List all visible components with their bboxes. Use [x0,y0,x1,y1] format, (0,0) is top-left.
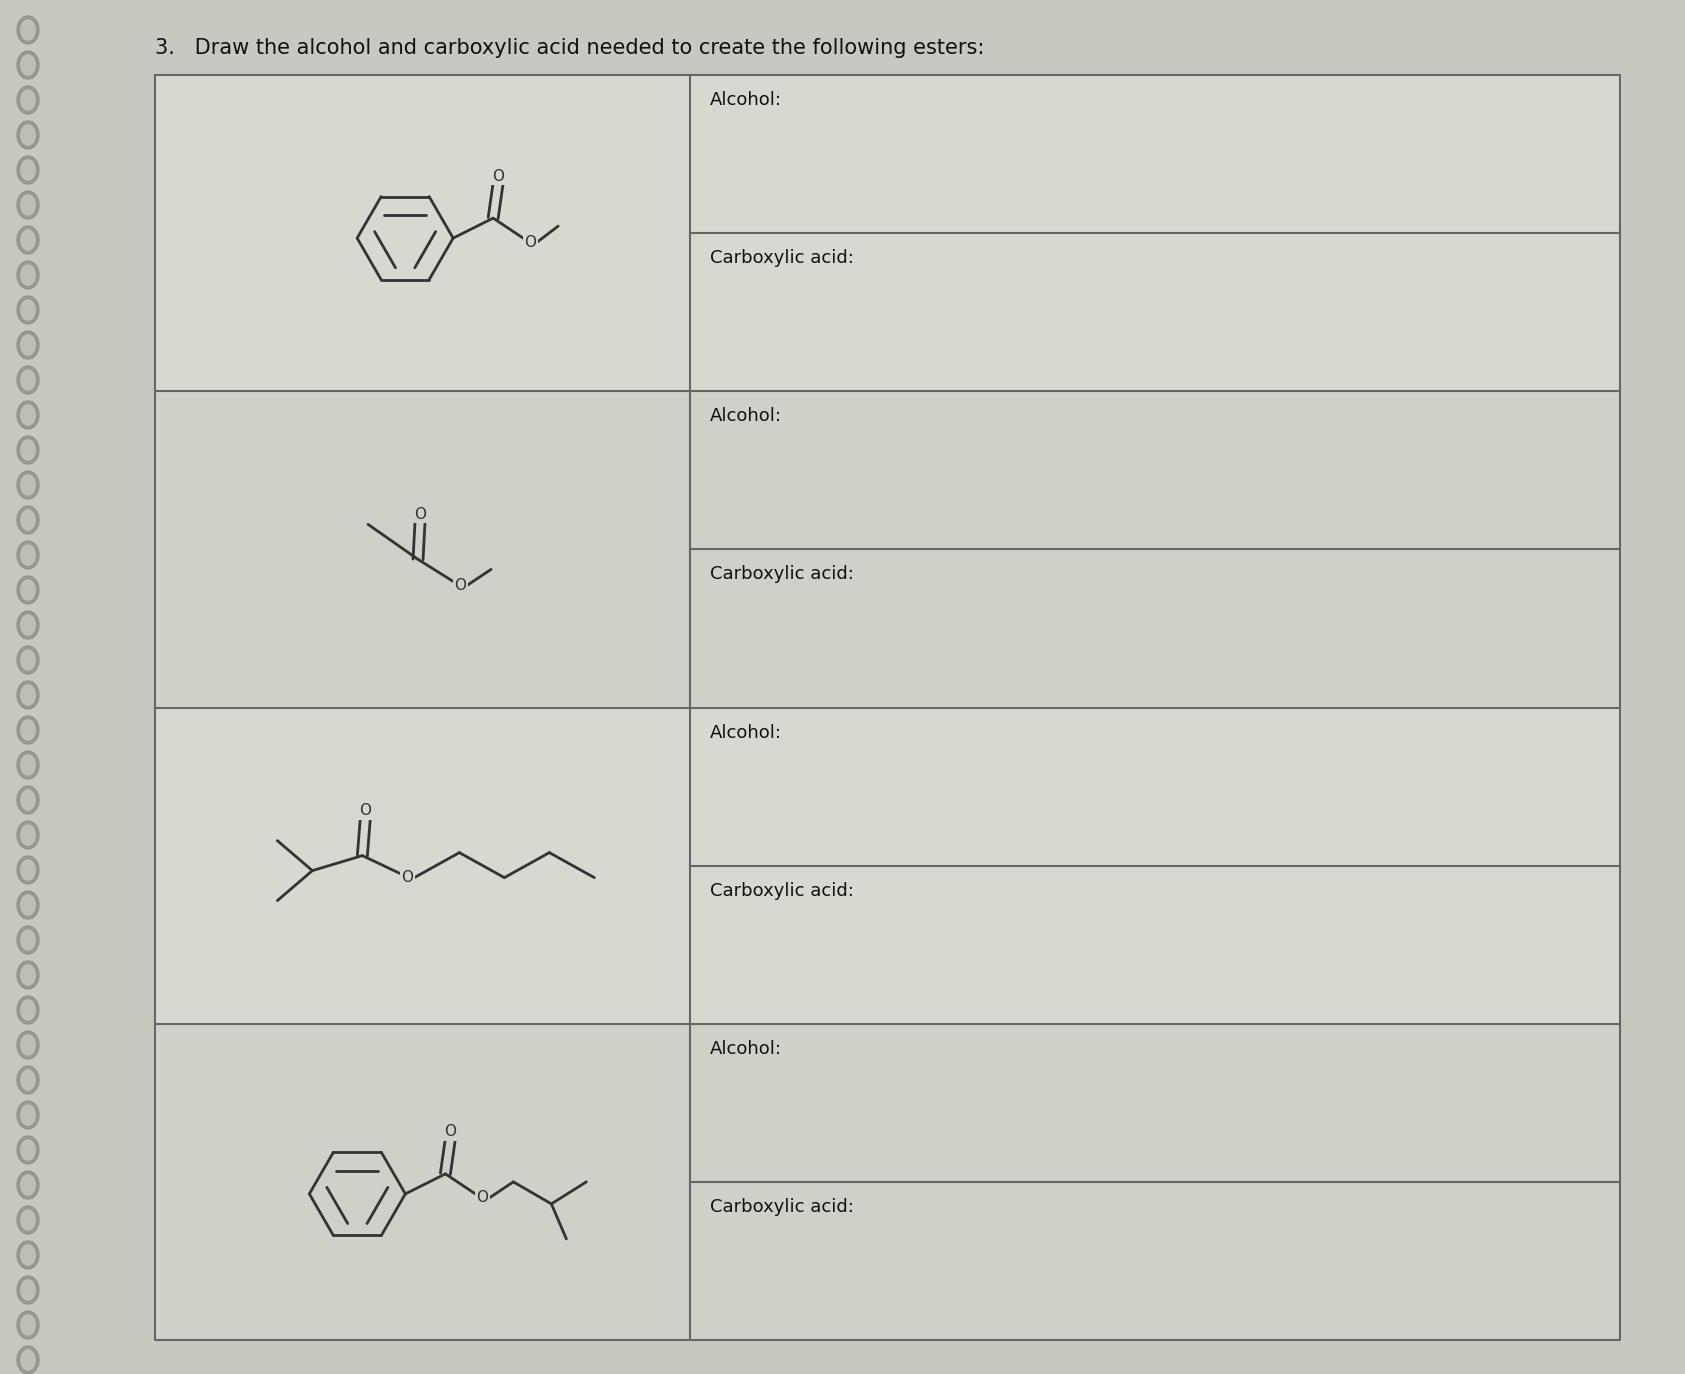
Ellipse shape [17,541,39,569]
Ellipse shape [17,16,39,44]
Ellipse shape [17,1276,39,1304]
Ellipse shape [20,55,35,76]
Ellipse shape [17,1347,39,1374]
Ellipse shape [17,786,39,813]
Ellipse shape [20,930,35,949]
Ellipse shape [20,370,35,390]
Ellipse shape [20,894,35,915]
Text: Alcohol:: Alcohol: [709,724,782,742]
Ellipse shape [20,1281,35,1300]
Ellipse shape [17,261,39,289]
Ellipse shape [17,646,39,675]
Text: Carboxylic acid:: Carboxylic acid: [709,565,854,584]
Ellipse shape [20,1175,35,1195]
Ellipse shape [20,1105,35,1125]
Ellipse shape [17,157,39,184]
Ellipse shape [17,716,39,743]
Ellipse shape [20,475,35,495]
Ellipse shape [17,1101,39,1129]
Ellipse shape [17,401,39,429]
Ellipse shape [20,545,35,565]
Text: O: O [445,1124,457,1139]
Ellipse shape [20,1035,35,1055]
Text: 3.   Draw the alcohol and carboxylic acid needed to create the following esters:: 3. Draw the alcohol and carboxylic acid … [155,38,984,58]
Ellipse shape [17,576,39,605]
Ellipse shape [17,225,39,254]
Ellipse shape [20,616,35,635]
Ellipse shape [17,926,39,954]
Ellipse shape [20,300,35,320]
Bar [155,1024,1619,1340]
Ellipse shape [20,650,35,671]
Text: O: O [492,169,504,184]
Bar [155,708,1619,1024]
Ellipse shape [20,440,35,460]
Ellipse shape [17,471,39,499]
Ellipse shape [17,960,39,989]
Ellipse shape [20,860,35,879]
Ellipse shape [20,1315,35,1336]
Bar [155,392,1619,708]
Ellipse shape [20,720,35,741]
Ellipse shape [17,191,39,218]
Ellipse shape [20,1210,35,1230]
Text: Alcohol:: Alcohol: [709,407,782,425]
Ellipse shape [17,506,39,534]
Ellipse shape [17,1136,39,1164]
Ellipse shape [20,335,35,354]
Ellipse shape [20,1351,35,1370]
Ellipse shape [17,51,39,78]
Ellipse shape [17,611,39,639]
Ellipse shape [17,890,39,919]
Ellipse shape [17,121,39,148]
Ellipse shape [20,686,35,705]
Ellipse shape [17,331,39,359]
Text: Carboxylic acid:: Carboxylic acid: [709,882,854,900]
Ellipse shape [17,752,39,779]
Bar [155,76,1619,392]
Ellipse shape [17,1066,39,1094]
Ellipse shape [20,125,35,146]
Ellipse shape [20,965,35,985]
Text: Carboxylic acid:: Carboxylic acid: [709,1198,854,1216]
Text: Alcohol:: Alcohol: [709,1040,782,1058]
Ellipse shape [20,1140,35,1160]
Ellipse shape [20,510,35,530]
Ellipse shape [17,996,39,1024]
Ellipse shape [17,87,39,114]
Ellipse shape [17,856,39,883]
Text: O: O [359,804,371,818]
Ellipse shape [20,580,35,600]
Ellipse shape [17,1241,39,1270]
Ellipse shape [17,1311,39,1340]
Ellipse shape [20,265,35,284]
Ellipse shape [17,436,39,464]
Ellipse shape [17,1206,39,1234]
Ellipse shape [20,790,35,811]
Text: O: O [453,578,467,592]
Ellipse shape [20,1245,35,1265]
Ellipse shape [17,1030,39,1059]
Ellipse shape [20,21,35,40]
Ellipse shape [17,1171,39,1200]
Text: Alcohol:: Alcohol: [709,91,782,109]
Ellipse shape [20,91,35,110]
Ellipse shape [20,824,35,845]
Ellipse shape [20,1070,35,1090]
Ellipse shape [20,159,35,180]
Text: Carboxylic acid:: Carboxylic acid: [709,249,854,267]
Ellipse shape [20,1000,35,1020]
Ellipse shape [20,229,35,250]
Ellipse shape [17,822,39,849]
Ellipse shape [17,295,39,324]
Ellipse shape [20,754,35,775]
Ellipse shape [17,365,39,394]
Text: O: O [415,507,426,522]
Text: O: O [401,870,413,885]
Text: O: O [524,235,536,250]
Text: O: O [477,1190,489,1205]
Ellipse shape [20,405,35,425]
Ellipse shape [20,195,35,214]
Ellipse shape [17,682,39,709]
